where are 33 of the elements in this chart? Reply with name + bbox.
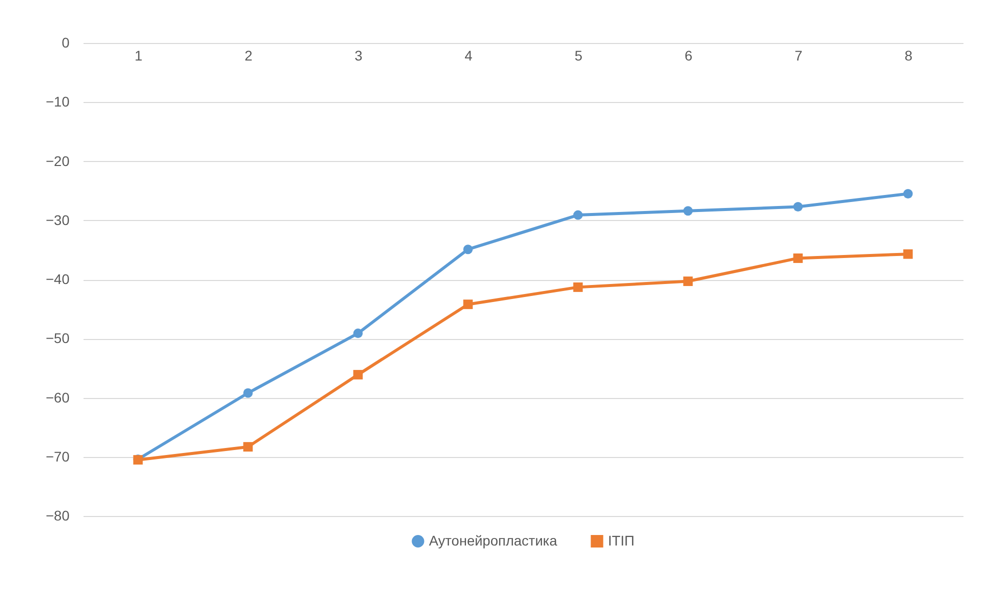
x-tick-label: 4 — [464, 48, 473, 64]
legend-label: Аутонейропластика — [429, 532, 558, 548]
y-tick-label: −70 — [46, 448, 70, 464]
x-tick-label: 3 — [354, 48, 363, 64]
y-tick-label: −50 — [46, 330, 70, 346]
y-tick-label: −30 — [46, 212, 70, 228]
legend-label: ІТІП — [608, 532, 634, 548]
y-tick-label: −40 — [46, 271, 70, 287]
x-tick-label: 8 — [904, 48, 913, 64]
point — [353, 370, 363, 380]
x-tick-label: 6 — [684, 48, 693, 64]
y-tick-label: −60 — [46, 389, 70, 406]
point — [353, 328, 363, 338]
point — [903, 249, 913, 259]
point — [793, 253, 803, 263]
point — [683, 206, 693, 216]
y-tick-label: −20 — [46, 152, 70, 169]
x-tick-label: 2 — [244, 48, 253, 64]
point — [243, 442, 253, 452]
point — [683, 276, 693, 286]
y-tick-label: −80 — [46, 508, 70, 524]
point — [573, 210, 583, 220]
point — [793, 202, 803, 212]
point — [463, 244, 473, 254]
point — [573, 282, 583, 292]
y-tick-label: −10 — [46, 94, 70, 110]
x-tick-label: 5 — [574, 48, 583, 64]
point — [463, 300, 473, 310]
y-tick-label: 0 — [62, 34, 70, 50]
point — [243, 388, 253, 398]
x-tick-label: 1 — [134, 48, 143, 64]
point — [903, 189, 913, 198]
x-tick-label: 7 — [794, 48, 803, 64]
